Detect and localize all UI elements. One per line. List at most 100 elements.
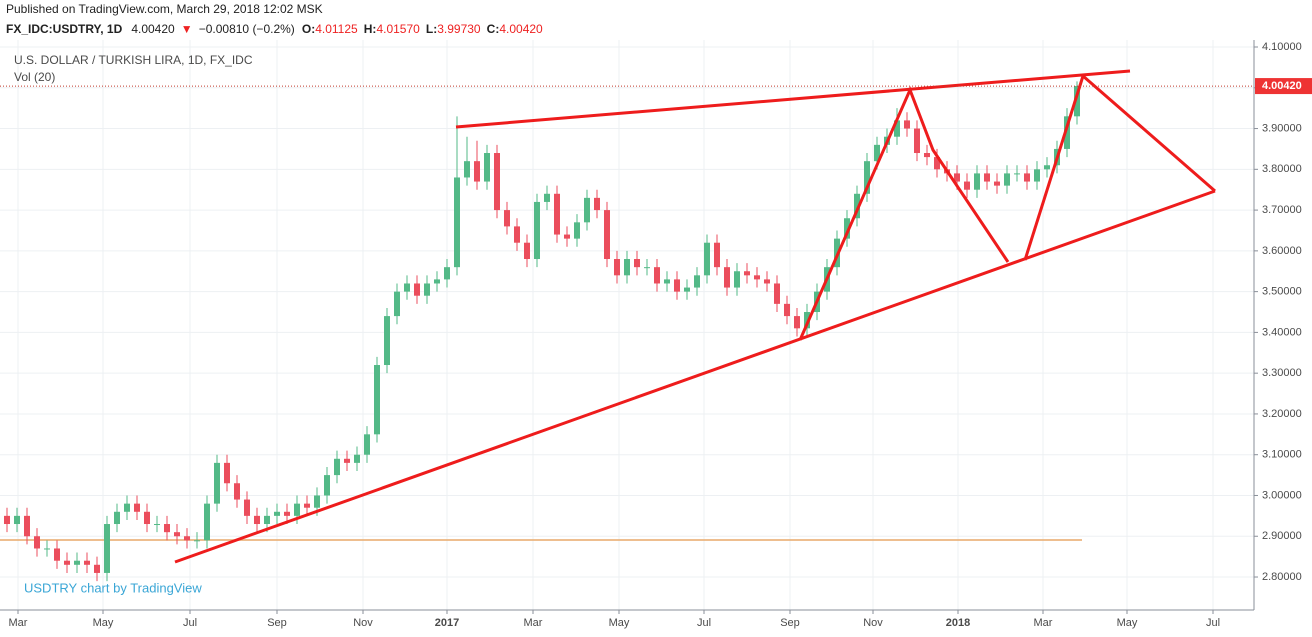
zigzag-b (1023, 75, 1085, 261)
candle-body (144, 511, 150, 525)
y-tick-label: 3.20000 (1262, 408, 1302, 420)
candle-body (904, 120, 910, 129)
candle-body (14, 515, 20, 525)
l-label: L: (426, 22, 437, 36)
upper-trendline (455, 69, 1131, 129)
ohlc-line: FX_IDC:USDTRY, 1D 4.00420 ▼ −0.00810 (−0… (6, 22, 543, 36)
trendlines (174, 69, 1216, 564)
candle-body (354, 454, 360, 463)
candle-body (984, 173, 990, 182)
candle-body (164, 524, 170, 533)
candle-body (964, 181, 970, 190)
candle-body (84, 560, 90, 565)
y-tick-label: 2.80000 (1262, 571, 1302, 583)
symbol: FX_IDC:USDTRY, 1D (6, 22, 123, 36)
candle-body (654, 267, 660, 284)
candle-body (24, 515, 30, 537)
candle-body (804, 312, 810, 329)
last-price-box (1255, 78, 1312, 95)
legend-title: U.S. DOLLAR / TURKISH LIRA, 1D, FX_IDC (14, 53, 253, 67)
candle-body (604, 210, 610, 260)
candle-body (914, 128, 920, 154)
candle-body (764, 279, 770, 284)
x-tick-label: May (93, 617, 114, 629)
last: 4.00420 (131, 22, 175, 36)
candle-body (694, 275, 700, 288)
candle-body (444, 267, 450, 280)
x-tick-label: Sep (267, 617, 287, 629)
zigzag-a (798, 86, 1010, 341)
candle-body (774, 283, 780, 304)
candle-body (194, 540, 200, 542)
candle-body (294, 503, 300, 516)
candle-body (894, 120, 900, 137)
y-tick-label: 3.10000 (1262, 449, 1302, 461)
candle-body (744, 271, 750, 276)
candle-body (454, 177, 460, 268)
x-tick-label: Nov (353, 617, 373, 629)
watermark: USDTRY chart by TradingView (24, 580, 202, 595)
candle-body (1014, 173, 1020, 175)
candle-body (384, 316, 390, 366)
candle-body (304, 503, 310, 508)
candle-body (514, 226, 520, 243)
c: 4.00420 (499, 22, 543, 36)
h: 4.01570 (376, 22, 420, 36)
candle-body (324, 475, 330, 496)
candle-body (754, 275, 760, 280)
candle-body (924, 153, 930, 158)
candle-body (854, 193, 860, 219)
candle-body (554, 193, 560, 235)
lower-trendline (174, 189, 1216, 564)
candle-body (404, 283, 410, 292)
candle-body (414, 283, 420, 296)
candle-body (1074, 86, 1080, 117)
y-tick-label: 3.50000 (1262, 286, 1302, 298)
y-tick-label: 2.90000 (1262, 530, 1302, 542)
candle-body (624, 259, 630, 276)
candle-body (424, 283, 430, 296)
candle-body (344, 458, 350, 463)
l: 3.99730 (437, 22, 481, 36)
candle-body (1024, 173, 1030, 182)
candle-body (174, 532, 180, 537)
candle-body (74, 560, 80, 565)
candle-body (94, 564, 100, 573)
y-tick-label: 3.00000 (1262, 489, 1302, 501)
candle-body (154, 524, 160, 526)
x-tick-label: Mar (9, 617, 28, 629)
x-tick-label: May (609, 617, 630, 629)
candle-body (524, 242, 530, 260)
candle-body (1064, 116, 1070, 149)
candle-body (54, 548, 60, 561)
candle-body (594, 197, 600, 211)
x-tick-label: Jul (183, 617, 197, 629)
published: Published on TradingView.com, March 29, … (6, 2, 323, 16)
candle-body (644, 267, 650, 269)
candle-body (934, 157, 940, 170)
candle-body (614, 259, 620, 276)
candle-body (574, 222, 580, 239)
y-tick-label: 3.90000 (1262, 122, 1302, 134)
candle-body (474, 161, 480, 182)
candle-body (844, 218, 850, 239)
candle-body (394, 291, 400, 317)
candle-body (534, 201, 540, 260)
candle-body (974, 173, 980, 190)
candle-body (434, 279, 440, 284)
candle-body (364, 434, 370, 455)
candle-body (864, 161, 870, 194)
arrow: ▼ (181, 22, 193, 36)
candle-body (484, 153, 490, 182)
x-tick-label: Jul (1206, 617, 1220, 629)
candle-body (994, 181, 1000, 186)
candle-body (4, 515, 10, 525)
o: 4.01125 (315, 22, 358, 36)
x-tick-label: Mar (1034, 617, 1053, 629)
candle-body (64, 560, 70, 565)
x-tick-label: Mar (524, 617, 543, 629)
volume-label: Vol (20) (14, 70, 55, 84)
candle-body (544, 193, 550, 202)
